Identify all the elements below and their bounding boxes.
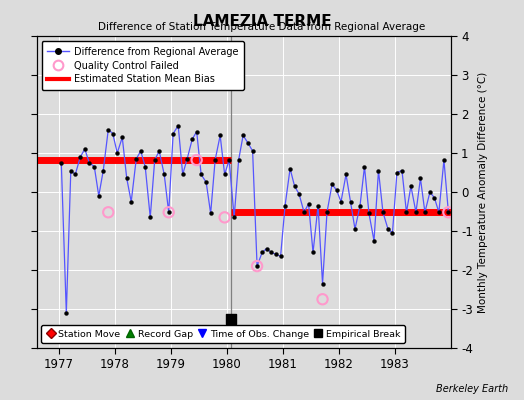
Point xyxy=(165,209,173,216)
Text: Difference of Station Temperature Data from Regional Average: Difference of Station Temperature Data f… xyxy=(99,22,425,32)
Y-axis label: Monthly Temperature Anomaly Difference (°C): Monthly Temperature Anomaly Difference (… xyxy=(478,71,488,313)
Text: Berkeley Earth: Berkeley Earth xyxy=(436,384,508,394)
Point xyxy=(444,209,453,216)
Point xyxy=(227,316,236,322)
Point xyxy=(192,157,201,163)
Point xyxy=(221,214,229,220)
Legend: Station Move, Record Gap, Time of Obs. Change, Empirical Break: Station Move, Record Gap, Time of Obs. C… xyxy=(41,325,405,343)
Point xyxy=(319,296,327,302)
Point xyxy=(253,263,261,269)
Point xyxy=(104,209,113,216)
Text: LAMEZIA TERME: LAMEZIA TERME xyxy=(193,14,331,29)
